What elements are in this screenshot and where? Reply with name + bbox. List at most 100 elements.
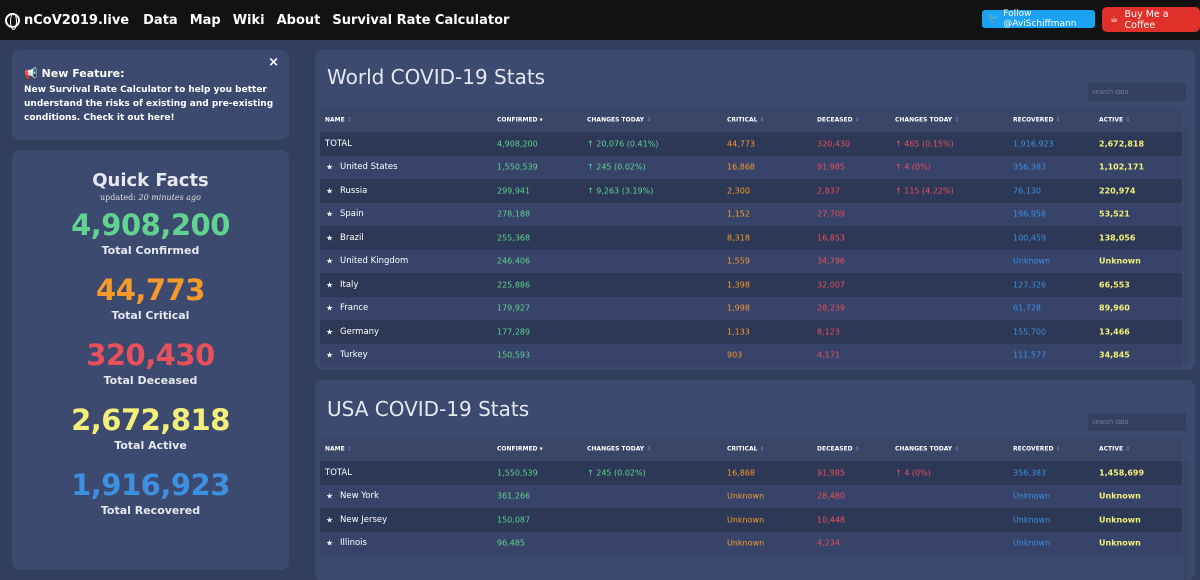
close-icon[interactable]: × — [268, 55, 279, 70]
column-header-name[interactable]: NAME ⇕ — [325, 117, 352, 124]
coffee-label: Buy Me a Coffee — [1124, 8, 1169, 31]
fact-value: 320,430 — [86, 338, 215, 372]
cell-deceased: 91,985 — [817, 162, 845, 172]
cell-confirmed: 299,941 — [497, 186, 531, 196]
sort-icon[interactable]: ⇕ — [759, 445, 765, 453]
sort-icon[interactable]: ⇕ — [346, 116, 352, 124]
table-row[interactable]: ★ New York 361,266 Unknown 28,480 Unknown Unkn… — [320, 484, 1182, 508]
star-icon[interactable]: ★ — [326, 209, 334, 219]
sort-icon[interactable]: ▾ — [539, 116, 543, 124]
star-icon[interactable]: ★ — [326, 303, 334, 313]
twitter-follow-button[interactable]: 🐦 Follow @AviSchiffmann — [982, 9, 1095, 29]
total-row[interactable]: TOTAL 4,908,200 ↑ 20,076 (0.41%) 44,773 320,… — [320, 132, 1182, 156]
cell-name: Brazil — [340, 232, 364, 243]
column-header-critical[interactable]: CRITICAL ⇕ — [727, 446, 765, 453]
table-header: NAME ⇕ CONFIRMED ▾ CHANGES TODAY ⇕ CRITICAL… — [320, 437, 1182, 461]
sort-icon[interactable]: ⇕ — [854, 116, 860, 124]
cell-deceased: 91,985 — [817, 468, 845, 478]
table-row[interactable]: ★ United Kingdom 246,406 1,559 34,796 Unknown… — [320, 249, 1182, 273]
usa-search-input[interactable] — [1088, 413, 1186, 431]
star-icon[interactable]: ★ — [326, 491, 334, 501]
sort-icon[interactable]: ⇕ — [954, 116, 960, 124]
cell-recovered: 1,916,923 — [1013, 139, 1054, 149]
notice-link[interactable]: Check it out here! — [83, 113, 175, 123]
usa-stats-title: USA COVID-19 Stats — [327, 397, 530, 421]
nav-survival-calculator[interactable]: Survival Rate Calculator — [332, 12, 510, 28]
nav-map[interactable]: Map — [189, 12, 221, 28]
top-navbar: nCoV2019.live Data Map Wiki About Surviv… — [0, 0, 1200, 40]
table-row[interactable]: ★ France 179,927 1,998 28,239 61,728 89,960 — [320, 296, 1182, 320]
nav-data[interactable]: Data — [143, 12, 178, 28]
column-header-deceased[interactable]: DECEASED ⇕ — [817, 117, 860, 124]
column-header-confirmed[interactable]: CONFIRMED ▾ — [497, 446, 543, 453]
sort-icon[interactable]: ⇕ — [1125, 445, 1131, 453]
cell-name: New York — [340, 491, 379, 502]
table-row[interactable]: ★ Turkey 150,593 903 4,171 111,577 34,845 — [320, 343, 1182, 367]
star-icon[interactable]: ★ — [326, 280, 334, 290]
column-header-active[interactable]: ACTIVE ⇕ — [1099, 117, 1130, 124]
sort-icon[interactable]: ⇕ — [646, 445, 652, 453]
column-header-confirmed[interactable]: CONFIRMED ▾ — [497, 117, 543, 124]
column-header-name[interactable]: NAME ⇕ — [325, 446, 352, 453]
cell-critical: 44,773 — [727, 139, 755, 149]
sort-icon[interactable]: ⇕ — [646, 116, 652, 124]
nav-about[interactable]: About — [276, 12, 321, 28]
sort-icon[interactable]: ⇕ — [1055, 445, 1061, 453]
sort-icon[interactable]: ⇕ — [1055, 116, 1061, 124]
column-header-changes-today[interactable]: CHANGES TODAY ⇕ — [587, 117, 651, 124]
sort-icon[interactable]: ⇕ — [1125, 116, 1131, 124]
column-header-deaths-changes-today[interactable]: CHANGES TODAY ⇕ — [895, 446, 959, 453]
buy-coffee-button[interactable]: ☕ Buy Me a Coffee — [1102, 7, 1200, 32]
column-header-changes-today[interactable]: CHANGES TODAY ⇕ — [587, 446, 651, 453]
table-row[interactable]: ★ Illinois 96,485 Unknown 4,234 Unknown Unknow… — [320, 531, 1182, 555]
sort-icon[interactable]: ⇕ — [854, 445, 860, 453]
column-header-deceased[interactable]: DECEASED ⇕ — [817, 446, 860, 453]
nav-wiki[interactable]: Wiki — [232, 12, 265, 28]
megaphone-icon: 📢 — [24, 67, 38, 80]
brand-link[interactable]: nCoV2019.live — [5, 12, 130, 30]
brand-name: nCoV2019.live — [24, 12, 130, 28]
sort-icon[interactable]: ▾ — [539, 445, 543, 453]
usa-table-scrollbar[interactable] — [1183, 460, 1189, 580]
star-icon[interactable]: ★ — [326, 327, 334, 337]
cell-name: Italy — [340, 279, 359, 290]
cell-confirmed: 225,886 — [497, 280, 531, 290]
table-row[interactable]: ★ Italy 225,886 1,398 32,007 127,326 66,553 — [320, 273, 1182, 297]
cell-critical: 16,868 — [727, 468, 755, 478]
sort-icon[interactable]: ⇕ — [759, 116, 765, 124]
star-icon[interactable]: ★ — [326, 256, 334, 266]
world-table-scrollbar[interactable] — [1183, 130, 1189, 365]
column-label: ACTIVE — [1099, 116, 1124, 124]
table-row[interactable]: ★ Spain 278,188 1,152 27,709 196,958 53,521 — [320, 202, 1182, 226]
star-icon[interactable]: ★ — [326, 233, 334, 243]
table-row[interactable]: ★ Brazil 255,368 8,318 16,853 100,459 138,056 — [320, 226, 1182, 250]
star-icon[interactable]: ★ — [326, 162, 334, 172]
star-icon[interactable]: ★ — [326, 515, 334, 525]
star-icon[interactable]: ★ — [326, 538, 334, 548]
table-row[interactable]: ★ United States 1,550,539 ↑ 245 (0.02%) 16,8… — [320, 155, 1182, 179]
cell-name: Turkey — [340, 350, 368, 361]
total-row[interactable]: TOTAL 1,550,539 ↑ 245 (0.02%) 16,868 91,985 ↑… — [320, 461, 1182, 485]
table-row[interactable]: ★ New Jersey 150,087 Unknown 10,448 Unknown Un… — [320, 508, 1182, 532]
column-header-deaths-changes-today[interactable]: CHANGES TODAY ⇕ — [895, 117, 959, 124]
cell-active: Unknown — [1099, 515, 1141, 525]
column-header-active[interactable]: ACTIVE ⇕ — [1099, 446, 1130, 453]
cell-confirmed: 255,368 — [497, 233, 531, 243]
column-label: CONFIRMED — [497, 445, 538, 453]
world-search-input[interactable] — [1088, 83, 1186, 101]
star-icon[interactable]: ★ — [326, 350, 334, 360]
cell-deaths-changes-today: ↑ 4 (0%) — [895, 468, 931, 478]
star-icon[interactable]: ★ — [326, 186, 334, 196]
table-row[interactable]: ★ Russia 299,941 ↑ 9,263 (3.19%) 2,300 2,837 ↑… — [320, 179, 1182, 203]
column-header-recovered[interactable]: RECOVERED ⇕ — [1013, 446, 1061, 453]
sort-icon[interactable]: ⇕ — [954, 445, 960, 453]
sort-icon[interactable]: ⇕ — [346, 445, 352, 453]
cell-changes-today: ↑ 245 (0.02%) — [587, 468, 646, 478]
column-header-critical[interactable]: CRITICAL ⇕ — [727, 117, 765, 124]
table-row[interactable]: ★ Germany 177,289 1,133 8,123 155,700 13,466 — [320, 320, 1182, 344]
column-header-recovered[interactable]: RECOVERED ⇕ — [1013, 117, 1061, 124]
column-label: CRITICAL — [727, 445, 758, 453]
cell-confirmed: 96,485 — [497, 538, 525, 548]
column-label: CHANGES TODAY — [587, 116, 645, 124]
cell-critical: 8,318 — [727, 233, 750, 243]
